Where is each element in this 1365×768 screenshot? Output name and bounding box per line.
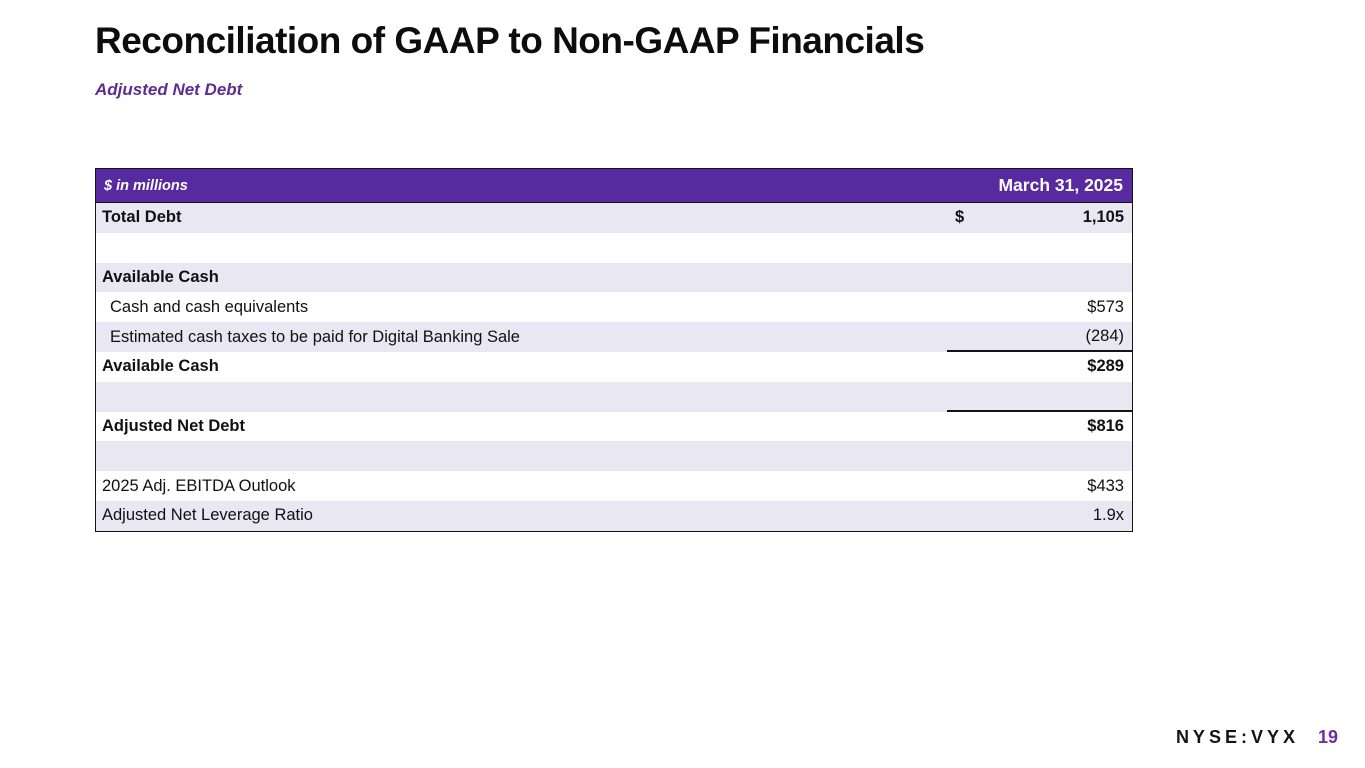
row-value: $ 1,105 <box>947 203 1132 233</box>
date-column-header: March 31, 2025 <box>998 175 1123 195</box>
row-label: 2025 Adj. EBITDA Outlook <box>102 476 296 495</box>
row-label: Cash and cash equivalents <box>110 297 309 316</box>
row-label: Available Cash <box>102 267 219 286</box>
row-label: Adjusted Net Leverage Ratio <box>102 506 313 525</box>
value-text: 1,105 <box>1082 208 1124 227</box>
table-row-cash-equivalents: Cash and cash equivalents $573 <box>96 292 1132 323</box>
row-value <box>947 263 1132 293</box>
row-label: Adjusted Net Debt <box>102 416 246 435</box>
row-label: Available Cash <box>102 357 219 376</box>
table-row-ebitda-outlook: 2025 Adj. EBITDA Outlook $433 <box>96 471 1132 501</box>
table-header-row: $ in millions March 31, 2025 <box>96 169 1132 203</box>
row-label: Estimated cash taxes to be paid for Digi… <box>110 327 520 346</box>
row-value: $573 <box>1087 297 1124 316</box>
ticker-label: NYSE:VYX <box>1175 727 1299 747</box>
table-row-total-debt: Total Debt $ 1,105 <box>96 203 1132 233</box>
table-row-spacer <box>96 232 1132 263</box>
reconciliation-table: $ in millions March 31, 2025 Total Debt … <box>95 168 1133 532</box>
table-row-adjusted-net-debt: Adjusted Net Debt $816 <box>96 411 1132 442</box>
row-value: $816 <box>1087 416 1124 435</box>
row-value: $433 <box>1087 476 1124 495</box>
table-row-spacer <box>96 381 1132 412</box>
row-value <box>947 441 1132 471</box>
row-label: Total Debt <box>102 208 182 227</box>
row-value: $289 <box>1087 357 1124 376</box>
currency-symbol: $ <box>955 208 965 227</box>
page-number: 19 <box>1317 727 1338 747</box>
table-row-available-cash-header: Available Cash <box>96 262 1132 293</box>
units-label: $ in millions <box>104 177 188 194</box>
page-title: Reconciliation of GAAP to Non-GAAP Finan… <box>95 20 925 61</box>
row-value: 1.9x <box>1092 506 1124 525</box>
page-subtitle: Adjusted Net Debt <box>95 80 243 99</box>
slide-footer: NYSE:VYX 19 <box>1176 727 1338 748</box>
table-row-net-leverage-ratio: Adjusted Net Leverage Ratio 1.9x <box>96 500 1132 531</box>
table-row-spacer <box>96 441 1132 472</box>
table-row-available-cash-total: Available Cash $289 <box>96 351 1132 382</box>
row-value <box>947 382 1132 412</box>
row-value <box>947 233 1132 263</box>
row-value: (284) <box>947 322 1132 352</box>
table-row-estimated-cash-taxes: Estimated cash taxes to be paid for Digi… <box>96 322 1132 352</box>
